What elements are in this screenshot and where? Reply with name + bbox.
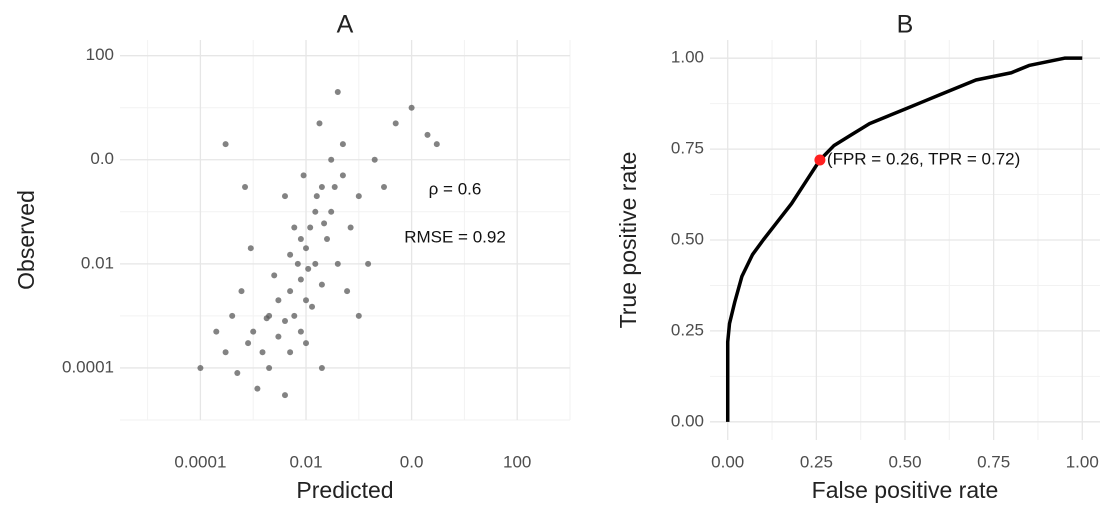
annotation: (FPR = 0.26, TPR = 0.72) (827, 149, 1020, 168)
y-tick-label: 0.75 (671, 139, 704, 158)
annotation: RMSE = 0.92 (404, 227, 506, 246)
point (263, 315, 270, 322)
point (294, 260, 301, 267)
point (318, 364, 325, 371)
point (291, 224, 298, 231)
point (275, 297, 282, 304)
x-tick-label: 0.00 (711, 452, 744, 471)
annotation: ρ = 0.6 (429, 179, 482, 198)
x-tick-label: 0.50 (888, 452, 921, 471)
point (259, 349, 266, 356)
point (197, 364, 204, 371)
point (392, 120, 399, 127)
y-tick-label: 0.0 (90, 149, 114, 168)
point (365, 260, 372, 267)
point (424, 131, 431, 138)
point (250, 328, 257, 335)
x-axis-label: False positive rate (812, 477, 999, 503)
point (297, 276, 304, 283)
point (380, 183, 387, 190)
point (433, 141, 440, 148)
point (316, 120, 323, 127)
x-tick-label: 0.01 (289, 452, 322, 471)
highlight-point (814, 154, 826, 166)
point (238, 288, 245, 295)
x-tick-label: 1.00 (1066, 452, 1099, 471)
point (344, 288, 351, 295)
point (281, 193, 288, 200)
point (297, 236, 304, 243)
point (303, 245, 310, 252)
point (328, 156, 335, 163)
point (328, 208, 335, 215)
chart-title: A (337, 11, 354, 39)
point (229, 312, 236, 319)
point (305, 265, 312, 272)
point (222, 141, 229, 148)
point (303, 340, 310, 347)
x-tick-label: 0.25 (800, 452, 833, 471)
point (271, 272, 278, 279)
y-axis-label: True positive rate (615, 152, 641, 329)
point (408, 104, 415, 111)
point (303, 297, 310, 304)
point (287, 288, 294, 295)
point (318, 281, 325, 288)
point (312, 260, 319, 267)
y-tick-label: 0.50 (671, 229, 704, 248)
y-tick-label: 0.0001 (62, 357, 114, 376)
point (275, 333, 282, 340)
point (291, 312, 298, 319)
point (287, 251, 294, 258)
point (321, 220, 328, 227)
point (312, 208, 319, 215)
point (355, 312, 362, 319)
point (371, 156, 378, 163)
point (334, 260, 341, 267)
point (300, 172, 307, 179)
point (355, 193, 362, 200)
x-tick-label: 0.0001 (174, 452, 226, 471)
y-tick-label: 1.00 (671, 48, 704, 67)
y-tick-label: 100 (86, 45, 114, 64)
point (331, 183, 338, 190)
y-tick-label: 0.01 (81, 253, 114, 272)
point (347, 224, 354, 231)
point (334, 89, 341, 96)
point (339, 172, 346, 179)
x-axis-label: Predicted (296, 477, 393, 503)
point (339, 141, 346, 148)
x-tick-label: 0.75 (977, 452, 1010, 471)
point (254, 385, 261, 392)
y-tick-label: 0.00 (671, 411, 704, 430)
chart-title: B (897, 11, 914, 39)
point (324, 236, 331, 243)
y-tick-label: 0.25 (671, 320, 704, 339)
point (287, 349, 294, 356)
point (281, 317, 288, 324)
point (234, 369, 241, 376)
point (309, 303, 316, 310)
point (213, 328, 220, 335)
point (307, 224, 314, 231)
point (247, 245, 254, 252)
point (281, 392, 288, 399)
roc-curve (725, 56, 1083, 422)
point (222, 349, 229, 356)
point (297, 328, 304, 335)
point (245, 340, 252, 347)
point (266, 364, 273, 371)
point (318, 183, 325, 190)
y-axis-label: Observed (13, 190, 39, 290)
point (313, 193, 320, 200)
x-tick-label: 100 (503, 452, 531, 471)
x-tick-label: 0.0 (400, 452, 424, 471)
point (242, 183, 249, 190)
